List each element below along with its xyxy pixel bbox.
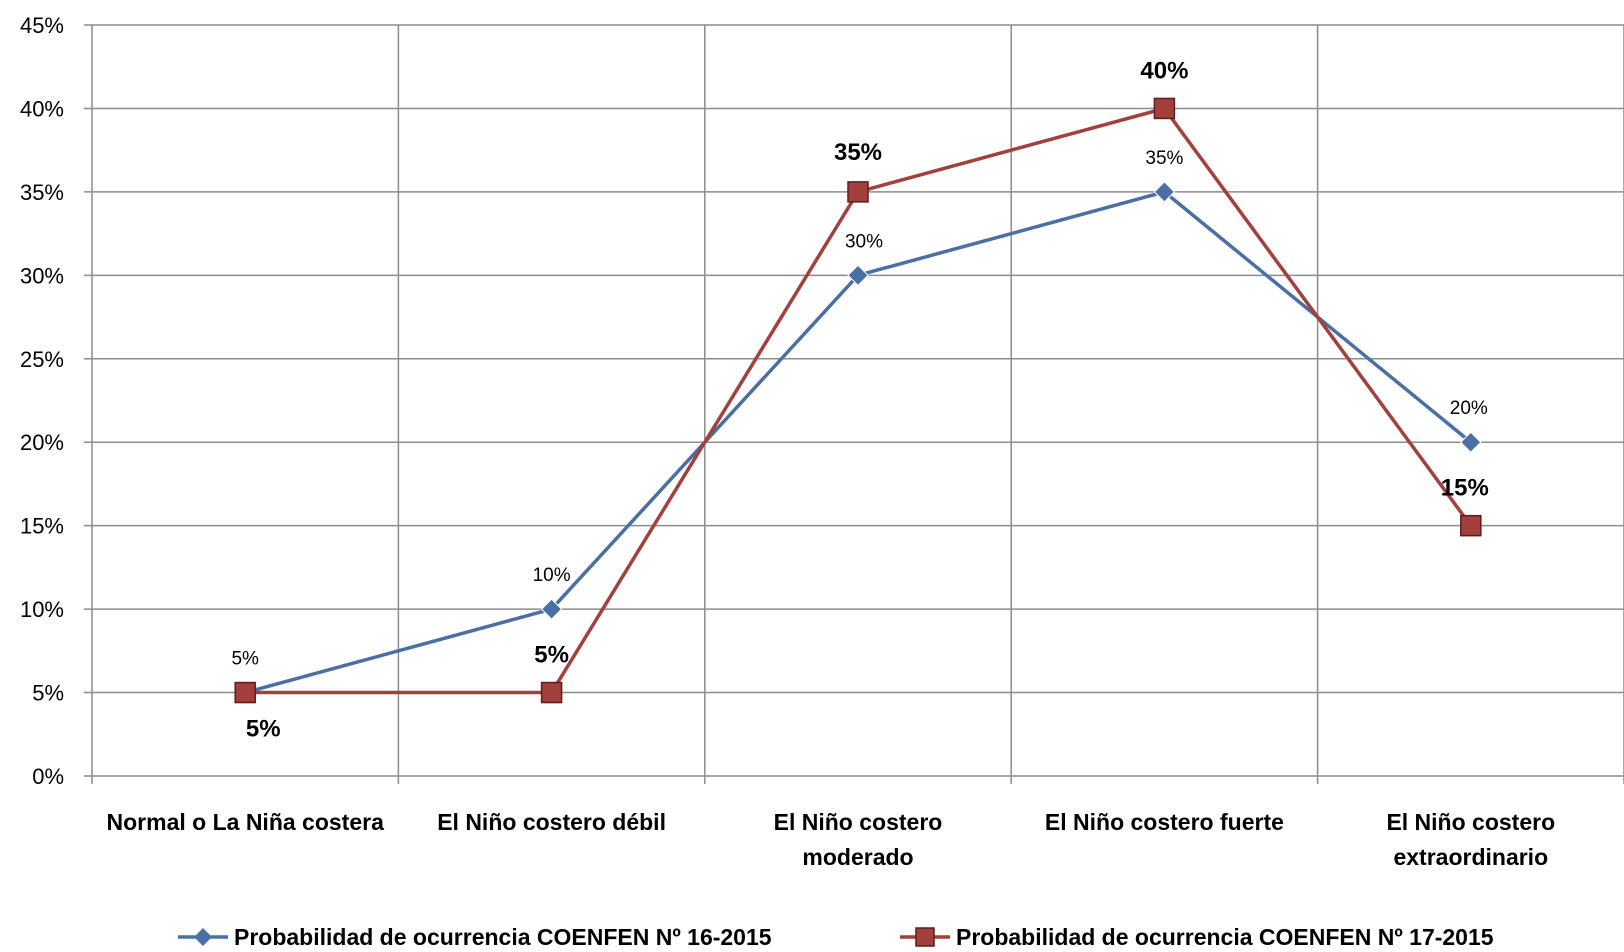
x-category-label: El Niño costero fuerte bbox=[1045, 809, 1284, 835]
data-label-series-2: 5% bbox=[246, 716, 281, 743]
series-1-point bbox=[1153, 181, 1176, 203]
y-tick-label: 45% bbox=[20, 13, 64, 38]
data-label-series-1: 20% bbox=[1450, 398, 1488, 419]
x-category-label: Normal o La Niña costera bbox=[107, 809, 385, 835]
series-layer bbox=[234, 97, 1482, 704]
x-category-label: El Niño costero bbox=[774, 809, 943, 835]
y-tick-label: 15% bbox=[20, 514, 64, 539]
y-tick-label: 30% bbox=[20, 263, 64, 288]
x-category-label: El Niño costero bbox=[1386, 809, 1555, 835]
legend: Probabilidad de ocurrencia COENFEN Nº 16… bbox=[178, 924, 1494, 950]
data-label-series-2: 15% bbox=[1441, 475, 1489, 502]
series-2-point bbox=[234, 681, 256, 704]
series-1-point bbox=[847, 264, 869, 287]
series-2-point bbox=[540, 681, 563, 704]
data-label-series-2: 40% bbox=[1140, 57, 1188, 84]
y-axis-ticks: 0% 5% 10% 15% 20% 25% 30% 35% 40% 45% bbox=[20, 13, 64, 789]
legend-square-icon bbox=[915, 927, 935, 947]
legend-label-2: Probabilidad de ocurrencia COENFEN Nº 17… bbox=[956, 924, 1494, 950]
grid-lines bbox=[84, 24, 1624, 784]
y-tick-label: 5% bbox=[32, 681, 64, 706]
data-label-series-1: 5% bbox=[231, 649, 259, 670]
y-tick-label: 20% bbox=[20, 430, 64, 455]
y-tick-label: 35% bbox=[20, 180, 64, 205]
series-1-point bbox=[540, 598, 563, 620]
y-tick-label: 0% bbox=[32, 764, 64, 789]
series-2-point bbox=[1153, 97, 1176, 120]
legend-label-1: Probabilidad de ocurrencia COENFEN Nº 16… bbox=[234, 924, 772, 950]
legend-diamond-icon bbox=[194, 928, 212, 946]
data-label-series-1: 35% bbox=[1145, 148, 1183, 169]
data-label-series-1: 10% bbox=[533, 565, 571, 586]
x-category-label: extraordinario bbox=[1393, 844, 1548, 870]
data-label-series-2: 5% bbox=[534, 642, 569, 669]
series-2-point bbox=[1460, 514, 1482, 537]
series-2-point bbox=[847, 181, 869, 203]
data-label-series-2: 35% bbox=[834, 139, 882, 166]
data-labels: 5% 10% 30% 35% 20% 5% 5% 35% 40% 15% bbox=[231, 57, 1488, 742]
series-1-point bbox=[1460, 431, 1482, 453]
x-category-label: El Niño costero débil bbox=[437, 809, 666, 835]
y-tick-label: 10% bbox=[20, 597, 64, 622]
y-tick-label: 40% bbox=[20, 96, 64, 121]
y-tick-label: 25% bbox=[20, 347, 64, 372]
x-category-label: moderado bbox=[802, 844, 913, 870]
data-label-series-1: 30% bbox=[845, 231, 883, 252]
x-axis-categories: Normal o La Niña costera El Niño costero … bbox=[107, 809, 1556, 870]
